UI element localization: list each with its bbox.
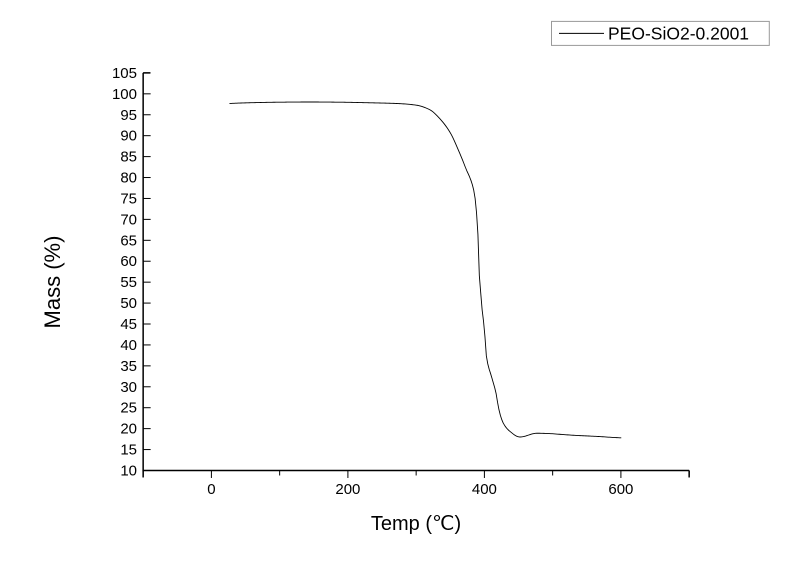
svg-text:Temp (℃): Temp (℃) xyxy=(371,513,461,535)
svg-text:0: 0 xyxy=(207,481,215,498)
svg-text:50: 50 xyxy=(120,295,137,312)
svg-text:95: 95 xyxy=(120,107,137,124)
svg-text:15: 15 xyxy=(120,442,137,459)
svg-text:70: 70 xyxy=(120,211,137,228)
svg-text:25: 25 xyxy=(120,400,137,417)
svg-text:600: 600 xyxy=(608,481,633,498)
svg-text:80: 80 xyxy=(120,170,137,187)
svg-text:30: 30 xyxy=(120,379,137,396)
svg-text:45: 45 xyxy=(120,316,137,333)
svg-text:35: 35 xyxy=(120,358,137,375)
svg-text:200: 200 xyxy=(335,481,360,498)
svg-text:Mass (%): Mass (%) xyxy=(40,236,65,329)
svg-text:40: 40 xyxy=(120,337,137,354)
svg-text:20: 20 xyxy=(120,421,137,438)
svg-text:105: 105 xyxy=(112,65,137,82)
svg-text:85: 85 xyxy=(120,149,137,166)
svg-text:75: 75 xyxy=(120,190,137,207)
svg-text:100: 100 xyxy=(112,86,137,103)
svg-text:400: 400 xyxy=(472,481,497,498)
svg-text:PEO-SiO2-0.2001: PEO-SiO2-0.2001 xyxy=(608,24,749,44)
svg-text:90: 90 xyxy=(120,128,137,145)
svg-text:10: 10 xyxy=(120,462,137,479)
svg-text:55: 55 xyxy=(120,274,137,291)
svg-text:60: 60 xyxy=(120,253,137,270)
svg-text:65: 65 xyxy=(120,232,137,249)
